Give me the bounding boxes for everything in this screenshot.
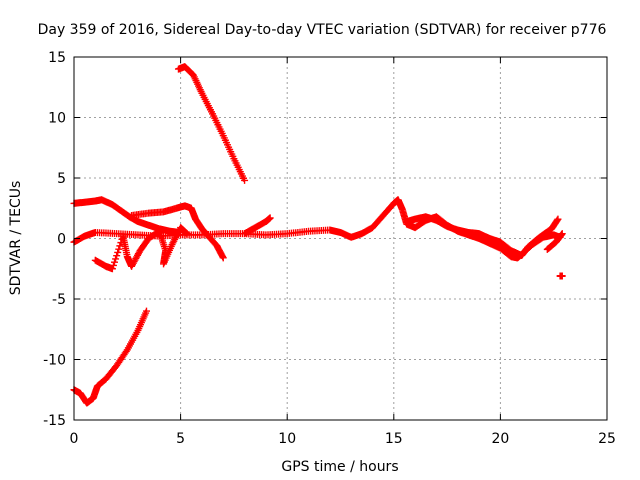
series-trace-e — [403, 213, 562, 259]
series-isolated — [556, 272, 566, 280]
data-point — [558, 230, 566, 238]
series-trace-f — [543, 230, 566, 253]
data-point — [219, 254, 227, 262]
data-point — [109, 261, 117, 269]
chart-title: Day 359 of 2016, Sidereal Day-to-day VTE… — [38, 22, 607, 38]
grid-lines — [74, 57, 607, 420]
x-tick-label: 0 — [70, 431, 79, 447]
y-axis-label: SDTVAR / TECUs — [8, 181, 24, 296]
series-trace-d — [241, 214, 274, 238]
data-series — [70, 63, 566, 407]
y-tick-label: -15 — [43, 413, 66, 429]
data-point — [115, 245, 123, 253]
series-trace-main — [70, 196, 564, 262]
series-trace-a — [70, 196, 185, 236]
x-tick-label: 20 — [491, 431, 509, 447]
series-trace-low — [70, 307, 150, 407]
y-tick-label: -5 — [52, 292, 66, 308]
x-tick-label: 25 — [598, 431, 616, 447]
data-point — [142, 307, 150, 315]
series-trace-high — [174, 63, 249, 184]
data-point — [183, 230, 191, 238]
data-point — [112, 255, 120, 263]
data-point — [266, 214, 274, 222]
axis-ticks: 0 5 10 15 20 25 -15 -10 -5 0 5 10 15 — [43, 50, 616, 447]
y-tick-label: 0 — [57, 232, 66, 248]
data-point — [108, 265, 116, 273]
data-point — [122, 347, 130, 355]
x-tick-label: 15 — [385, 431, 403, 447]
data-point — [554, 215, 562, 223]
data-point — [113, 252, 121, 260]
data-point — [241, 176, 249, 184]
series-trace-b — [128, 202, 227, 262]
data-point — [114, 248, 122, 256]
series-trace-c — [91, 224, 191, 273]
x-tick-label: 5 — [176, 431, 185, 447]
x-axis-label: GPS time / hours — [281, 459, 398, 475]
y-tick-label: 15 — [48, 50, 66, 66]
data-point — [111, 258, 119, 266]
y-tick-label: 10 — [48, 111, 66, 127]
x-tick-label: 10 — [278, 431, 296, 447]
y-tick-label: -10 — [43, 353, 66, 369]
y-tick-label: 5 — [57, 171, 66, 187]
data-point — [558, 272, 566, 280]
